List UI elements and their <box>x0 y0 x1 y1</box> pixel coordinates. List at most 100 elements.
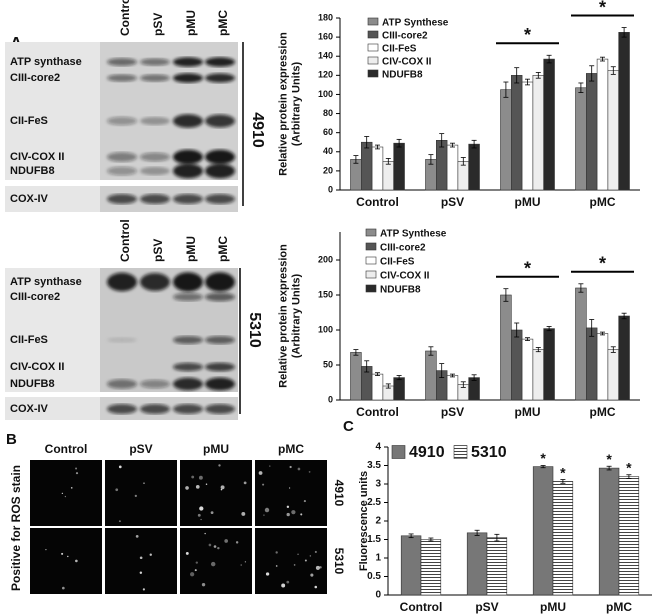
legend-swatch <box>365 270 377 279</box>
x-tick-label: pSV <box>441 195 464 209</box>
y-tick-label: 3.5 <box>367 460 381 471</box>
stain-spot <box>70 487 73 489</box>
band <box>140 152 170 162</box>
y-tick-label: 0 <box>375 590 381 601</box>
y-axis-label: Fluorescence units <box>358 471 370 571</box>
stain-spot <box>190 572 195 577</box>
stain-spot <box>139 571 143 574</box>
bar <box>618 32 630 191</box>
micrograph <box>30 460 102 526</box>
blot-label-area <box>5 42 100 180</box>
stain-spot <box>291 510 296 515</box>
band <box>205 336 235 344</box>
band <box>205 404 235 414</box>
bar <box>500 294 512 401</box>
stain-spot <box>275 551 278 554</box>
lane-label: pSV <box>151 239 165 262</box>
stain-spot <box>319 566 322 569</box>
stain-spot <box>218 464 221 467</box>
band-label: CII-FeS <box>10 334 48 346</box>
significance-star: * <box>606 451 612 467</box>
stain-spot <box>217 546 220 550</box>
bar <box>618 315 630 401</box>
significance-star: * <box>599 0 606 17</box>
y-tick-label: 140 <box>318 51 333 61</box>
band <box>140 379 170 389</box>
bar <box>360 141 373 191</box>
significance-star: * <box>626 459 632 475</box>
bar <box>543 58 555 191</box>
stain-spot <box>304 559 307 562</box>
band <box>173 377 203 391</box>
y-tick-label: 50 <box>323 359 333 369</box>
legend-label: CIII-core2 <box>380 243 426 254</box>
bar <box>532 466 554 596</box>
bar <box>607 349 620 401</box>
bar <box>466 532 488 596</box>
bar <box>446 144 459 191</box>
micrograph <box>30 528 102 594</box>
column-label: pMC <box>278 442 304 456</box>
stain-spot <box>142 588 145 591</box>
column-label: Control <box>45 442 88 456</box>
lane-label: pMU <box>184 10 198 36</box>
bar <box>510 75 523 191</box>
bar <box>371 146 384 191</box>
stain-spot <box>220 485 225 490</box>
band <box>107 58 137 66</box>
stain-spot <box>118 520 121 523</box>
blot-label-area <box>5 397 100 420</box>
stain-spot <box>258 471 263 475</box>
blot-label-area <box>5 268 100 392</box>
bar <box>350 159 362 191</box>
y-tick-label: 1 <box>375 553 381 564</box>
band <box>107 404 137 414</box>
y-tick-label: 160 <box>318 31 333 41</box>
y-tick-label: 100 <box>318 89 333 99</box>
band <box>107 337 137 343</box>
significance-star: * <box>524 258 531 278</box>
legend-swatch <box>367 43 379 52</box>
row-label: 4910 <box>332 480 346 507</box>
stain-spot <box>263 514 265 516</box>
stain-spot <box>67 555 69 558</box>
band <box>205 362 235 372</box>
band <box>140 166 170 176</box>
legend-label: CIII-core2 <box>382 31 428 42</box>
x-tick-label: pMU <box>515 405 541 419</box>
column-label: pSV <box>129 442 152 456</box>
band <box>107 116 137 126</box>
bar <box>618 476 640 596</box>
stain-spot <box>201 582 206 587</box>
stain-spot <box>300 513 303 516</box>
y-tick-label: 0 <box>328 184 333 194</box>
legend-label: CIV-COX II <box>382 57 432 68</box>
stain-spot <box>195 484 200 489</box>
x-tick-label: pMU <box>540 600 566 614</box>
stain-spot <box>241 511 246 516</box>
stain-spot <box>235 541 239 544</box>
band <box>140 117 170 125</box>
y-tick-label: 3 <box>375 479 381 490</box>
band-label: COX-IV <box>10 193 49 205</box>
ros-ylabel: Positive for ROS stain <box>9 465 23 591</box>
stain-spot <box>75 559 78 563</box>
band <box>205 292 235 302</box>
stain-spot <box>314 550 317 554</box>
legend-label: ATP Synthese <box>380 229 447 240</box>
bar <box>435 140 448 191</box>
significance-star: * <box>599 254 606 274</box>
y-tick-label: 180 <box>318 12 333 22</box>
stain-spot <box>61 552 64 555</box>
stain-spot <box>308 471 311 473</box>
bar <box>382 161 394 191</box>
legend-swatch <box>365 256 377 265</box>
panel-label: B <box>6 431 17 448</box>
stain-spot <box>185 486 189 490</box>
stain-spot <box>143 482 145 484</box>
band <box>107 272 137 292</box>
band-label: CIII-core2 <box>10 72 60 84</box>
stain-spot <box>281 583 286 588</box>
x-tick-label: Control <box>356 195 399 209</box>
y-tick-label: 60 <box>323 127 333 137</box>
